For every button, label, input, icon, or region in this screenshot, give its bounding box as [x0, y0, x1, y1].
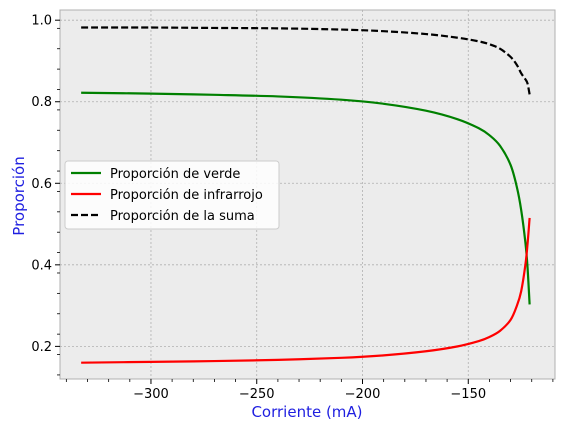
x-tick-label: −250	[239, 387, 275, 402]
series-layer	[81, 26, 531, 364]
y-tick-label: 0.4	[31, 258, 52, 273]
x-tick-label: −200	[345, 387, 381, 402]
legend-label-suma: Proporción de la suma	[110, 209, 255, 224]
y-axis-title: Proporción	[10, 156, 28, 235]
legend: Proporción de verde Proporción de infrar…	[64, 160, 280, 230]
y-tick-label: 0.8	[31, 95, 52, 110]
x-tick-label: −150	[450, 387, 486, 402]
y-tick-label: 0.6	[31, 177, 52, 192]
legend-label-infrarrojo: Proporción de infrarrojo	[110, 188, 263, 203]
legend-box	[64, 160, 280, 230]
x-axis-title: Corriente (mA)	[251, 403, 362, 421]
series-line-infrarrojo	[81, 217, 531, 364]
y-axis-ticks: 0.2 0.4 0.6 0.8 1.0	[31, 14, 60, 355]
y-tick-label: 0.2	[31, 340, 52, 355]
legend-label-verde: Proporción de verde	[110, 167, 240, 182]
y-tick-label: 1.0	[31, 14, 52, 29]
series-line-verde	[81, 91, 531, 305]
x-tick-label: −300	[133, 387, 169, 402]
series-line-suma	[81, 26, 531, 95]
minor-ticks	[57, 27, 554, 382]
x-axis-ticks: −300 −250 −200 −150	[133, 379, 486, 402]
